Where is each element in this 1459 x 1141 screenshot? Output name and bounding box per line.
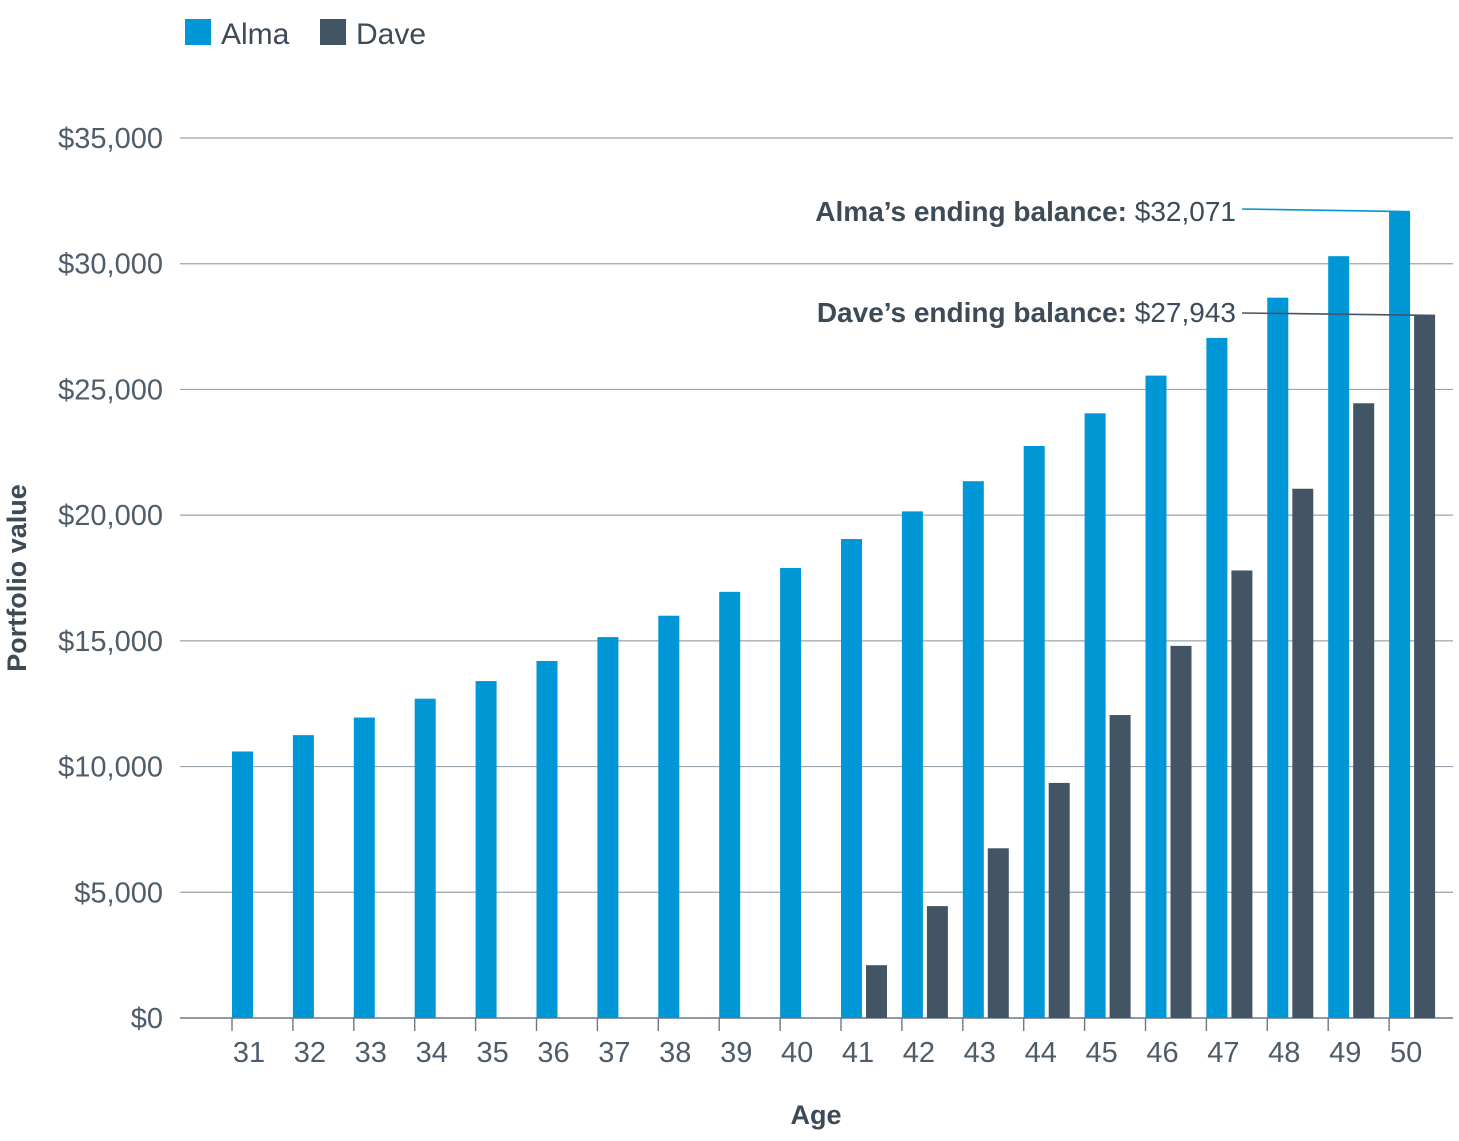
annotation-label: Alma’s ending balance: [815, 196, 1134, 227]
bar-dave-45 [1109, 715, 1131, 1018]
bar-alma-50 [1389, 211, 1411, 1018]
x-tick-label: 32 [294, 1037, 326, 1069]
y-axis-ticks: $0 $5,000 $10,000 $15,000 $20,000 $25,000 $30,… [58, 123, 163, 1035]
y-tick-label: $25,000 [58, 374, 163, 406]
bar-alma-34 [414, 698, 436, 1018]
bar-alma-49 [1328, 256, 1350, 1019]
x-axis-title: Age [790, 1100, 841, 1130]
bar-alma-36 [536, 660, 558, 1018]
x-tick-label: 37 [598, 1037, 630, 1069]
bar-alma-37 [597, 637, 619, 1018]
x-tick-label: 41 [842, 1037, 874, 1069]
y-tick-label: $20,000 [58, 500, 163, 532]
x-tick-label: 40 [781, 1037, 813, 1069]
x-tick-label: 38 [659, 1037, 691, 1069]
bar-dave-49 [1353, 403, 1375, 1018]
bar-dave-41 [866, 965, 887, 1018]
bar-alma-46 [1145, 375, 1167, 1019]
x-tick-label: 43 [964, 1037, 996, 1069]
x-tick-label: 49 [1329, 1037, 1361, 1069]
bar-alma-35 [475, 681, 497, 1018]
bar-dave-50 [1414, 315, 1436, 1019]
bar-alma-43 [962, 481, 984, 1018]
x-tick-label: 47 [1207, 1037, 1239, 1069]
bar-alma-32 [292, 735, 314, 1018]
bar-alma-42 [901, 511, 923, 1018]
x-axis: 31 32 33 34 35 36 37 38 39 40 41 42 43 44 45 46 47 48 49 50 [231, 1018, 1422, 1069]
legend-swatch-dave [320, 19, 346, 45]
x-tick-label: 34 [416, 1037, 448, 1069]
x-tick-label: 36 [537, 1037, 569, 1069]
bar-alma-45 [1084, 413, 1106, 1018]
annotation-label: Dave’s ending balance: [817, 297, 1135, 328]
bar-alma-33 [353, 717, 375, 1018]
annotation-value: $27,943 [1135, 297, 1236, 328]
y-axis-title: Portfolio value [2, 484, 32, 672]
bar-dave-47 [1231, 570, 1253, 1018]
bar-dave-46 [1170, 645, 1192, 1018]
y-tick-label: $15,000 [58, 626, 163, 658]
bar-alma-44 [1023, 446, 1045, 1018]
annotation-value: $32,071 [1135, 196, 1236, 227]
y-tick-label: $35,000 [58, 123, 163, 155]
bar-alma-38 [658, 615, 680, 1018]
x-tick-label: 50 [1390, 1037, 1422, 1069]
legend-label-alma: Alma [221, 18, 290, 51]
x-tick-label: 31 [233, 1037, 265, 1069]
x-tick-label: 48 [1268, 1037, 1300, 1069]
annotations: Alma’s ending balance: $32,071 Dave’s end… [815, 196, 1436, 328]
legend-label-dave: Dave [356, 18, 426, 51]
y-tick-label: $0 [131, 1003, 163, 1035]
bar-alma-48 [1267, 297, 1289, 1019]
legend: Alma Dave [185, 18, 426, 51]
y-tick-label: $5,000 [74, 877, 163, 909]
bar-alma-40 [780, 567, 802, 1018]
annotation-alma: Alma’s ending balance: $32,071 [815, 196, 1236, 227]
bars [232, 211, 1436, 1019]
annotation-leader-line [1241, 208, 1411, 213]
x-tick-label: 46 [1146, 1037, 1178, 1069]
bar-alma-31 [232, 751, 253, 1018]
bar-dave-42 [926, 906, 948, 1018]
x-tick-label: 42 [903, 1037, 935, 1069]
bar-alma-47 [1206, 337, 1228, 1018]
x-tick-label: 45 [1085, 1037, 1117, 1069]
annotation-dave: Dave’s ending balance: $27,943 [817, 297, 1236, 328]
y-tick-label: $30,000 [58, 249, 163, 281]
bar-dave-43 [987, 848, 1009, 1018]
x-tick-label: 33 [355, 1037, 387, 1069]
x-tick-label: 35 [476, 1037, 508, 1069]
bar-dave-48 [1292, 488, 1314, 1018]
y-tick-label: $10,000 [58, 752, 163, 784]
legend-swatch-alma [185, 19, 211, 45]
annotation-leader-line [1241, 312, 1436, 317]
bar-dave-44 [1048, 782, 1070, 1018]
x-tick-label: 39 [720, 1037, 752, 1069]
x-tick-label: 44 [1025, 1037, 1057, 1069]
bar-alma-41 [841, 539, 862, 1018]
bar-alma-39 [719, 591, 741, 1018]
